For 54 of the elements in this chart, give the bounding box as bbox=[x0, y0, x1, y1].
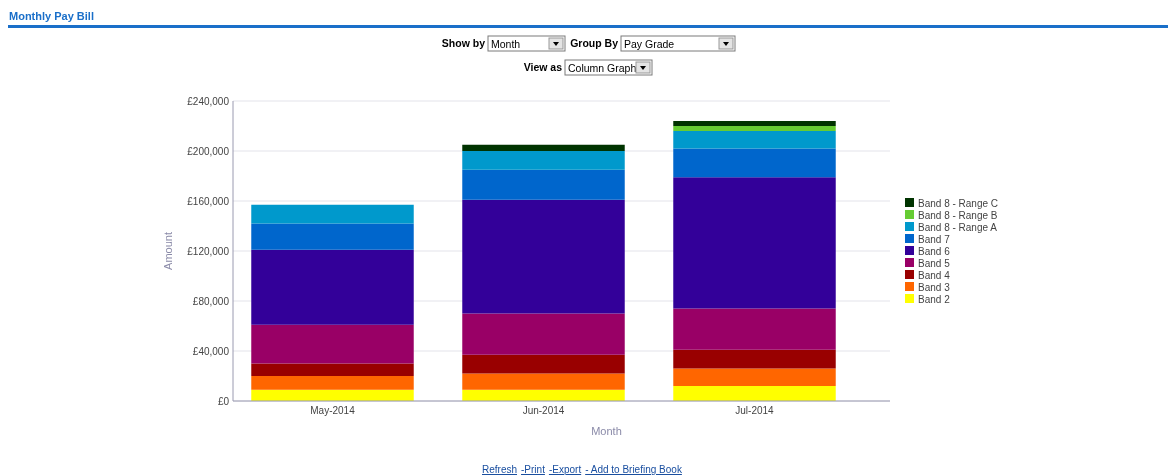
bar bbox=[673, 368, 836, 386]
y-tick-label: £40,000 bbox=[192, 345, 230, 357]
legend-label: Band 6 bbox=[918, 245, 951, 257]
text: - Add to Briefing Book bbox=[585, 464, 683, 475]
text: Show by bbox=[441, 37, 486, 49]
text: Group By bbox=[570, 37, 619, 49]
legend-label: Band 2 bbox=[918, 293, 951, 305]
bar bbox=[673, 121, 836, 126]
legend-label: Band 5 bbox=[918, 257, 951, 269]
bar bbox=[673, 177, 836, 309]
text: Pay Grade bbox=[624, 37, 675, 50]
bar bbox=[462, 169, 625, 200]
bar bbox=[462, 199, 625, 314]
x-axis-title: Month bbox=[591, 425, 622, 437]
x-tick-label: May-2014 bbox=[310, 405, 356, 416]
text: Month bbox=[491, 37, 521, 50]
bar bbox=[462, 151, 625, 170]
bar bbox=[673, 126, 836, 131]
legend-label: Band 8 - Range C bbox=[918, 197, 999, 209]
x-tick-label: Jun-2014 bbox=[522, 405, 565, 416]
bar bbox=[673, 349, 836, 369]
bar bbox=[251, 376, 414, 390]
bar bbox=[673, 148, 836, 178]
legend-label: Band 8 - Range B bbox=[918, 209, 998, 221]
bar bbox=[462, 313, 625, 355]
legend-label: Band 4 bbox=[918, 269, 951, 281]
x-tick-label: Jul-2014 bbox=[735, 405, 775, 416]
y-tick-label: £120,000 bbox=[187, 245, 230, 257]
y-tick-label: £160,000 bbox=[187, 195, 230, 207]
bar bbox=[251, 223, 414, 250]
bar bbox=[673, 308, 836, 350]
legend-label: Band 8 - Range A bbox=[918, 221, 998, 233]
bar bbox=[251, 249, 414, 325]
text: Monthly Pay Bill bbox=[9, 10, 94, 22]
legend-label: Band 7 bbox=[918, 233, 951, 245]
bar bbox=[462, 144, 625, 151]
text: -Export bbox=[548, 464, 582, 475]
bar bbox=[462, 354, 625, 374]
bar bbox=[251, 324, 414, 364]
y-tick-label: £80,000 bbox=[192, 295, 230, 307]
text: Refresh bbox=[482, 464, 518, 475]
bar bbox=[251, 204, 414, 224]
legend-label: Band 3 bbox=[918, 281, 951, 293]
bar bbox=[251, 363, 414, 376]
y-tick-label: £240,000 bbox=[187, 95, 230, 107]
bar bbox=[462, 373, 625, 390]
bar bbox=[673, 131, 836, 149]
y-tick-label: £0 bbox=[217, 395, 230, 407]
text: -Print bbox=[521, 464, 546, 475]
y-tick-label: £200,000 bbox=[187, 145, 230, 157]
text: Column Graph bbox=[568, 61, 637, 74]
bar bbox=[673, 386, 836, 401]
y-axis-title: Amount bbox=[162, 232, 174, 270]
text: View as bbox=[523, 61, 563, 73]
